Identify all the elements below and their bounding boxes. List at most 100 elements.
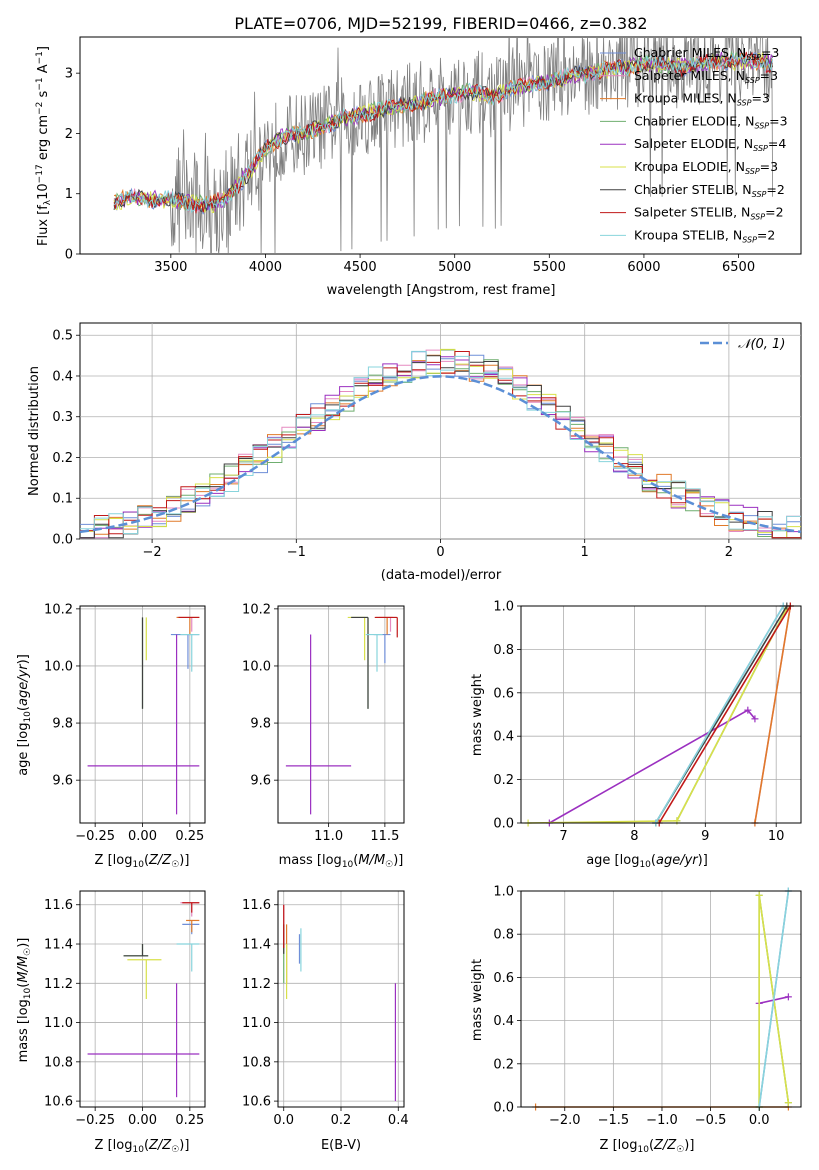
y-tick-label: 0.5 <box>52 329 73 344</box>
residuals-panel: −2 −1 0 1 2 0.0 0.1 0.2 0.3 0.4 0.5 𝒩(0, 1) (data-… <box>27 322 802 583</box>
x-tick-label: 0.0 <box>273 1113 294 1128</box>
series-line <box>658 605 792 824</box>
y-tick-label: 0.2 <box>52 451 73 466</box>
massweight-vs-metallicity-panel: −2.0 −1.5 −1.0 −0.5 0.0 0.0 0.2 0.4 0.6 0.8 1.0 <box>493 885 802 1128</box>
x-tick-label: 0.00 <box>128 829 157 844</box>
spectrum-ylabel: Flux [fλ10−17 erg cm−2 s−1 A−1] <box>35 46 53 246</box>
x-tick-label: 0.4 <box>388 1113 409 1128</box>
massweight-vs-age-panel: 7 8 9 10 0.0 0.2 0.4 0.6 0.8 1.0 <box>493 600 802 844</box>
y-tick-label: 0.8 <box>493 643 514 658</box>
x-tick-label: 10 <box>768 829 785 844</box>
model-line-salpeter-stelib <box>113 51 774 214</box>
spectrum-data-layer <box>113 37 774 254</box>
series-line <box>754 605 792 824</box>
residuals-ylabel: Normed distribution <box>27 366 42 496</box>
axes-frame <box>520 605 802 824</box>
x-tick-label: 7 <box>559 829 567 844</box>
y-tick-label: 0.6 <box>493 971 514 986</box>
y-tick-label: 11.2 <box>44 977 73 992</box>
legend-label: Salpeter ELODIE, NSSP=4 <box>634 136 786 153</box>
x-tick-label: 3500 <box>154 260 187 275</box>
y-tick-label: 11.0 <box>44 1016 73 1031</box>
x-tick-label: 4000 <box>249 260 282 275</box>
series-line <box>655 605 784 824</box>
spectrum-axes-frame <box>79 36 802 255</box>
massz-ylabel: mass [log10(M/M☉)] <box>16 938 33 1063</box>
y-tick-label: 10.0 <box>242 659 271 674</box>
y-tick-label: 11.4 <box>242 938 271 953</box>
x-tick-label: −1.5 <box>598 1113 630 1128</box>
y-tick-label: 0.0 <box>493 817 514 832</box>
massebv-xlabel: E(B-V) <box>321 1138 361 1153</box>
x-tick-label: 0.00 <box>128 1113 157 1128</box>
x-tick-label: 0.25 <box>175 829 204 844</box>
spectrum-legend: Chabrier MILES, NSSP=3 Salpeter MILES, NS… <box>600 45 788 244</box>
spectrum-panel: PLATE=0706, MJD=52199, FIBERID=0466, z=0… <box>35 14 802 298</box>
y-tick-label: 0.3 <box>52 410 73 425</box>
y-tick-label: 0.4 <box>52 369 73 384</box>
y-tick-label: 0.4 <box>493 730 514 745</box>
series-line <box>528 607 788 824</box>
y-tick-label: 11.2 <box>242 977 271 992</box>
y-tick-label: 0.4 <box>493 1014 514 1029</box>
y-tick-label: 9.6 <box>250 774 271 789</box>
x-tick-label: 0.25 <box>175 1113 204 1128</box>
x-tick-label: 4500 <box>344 260 377 275</box>
y-tick-label: 10.6 <box>44 1095 73 1110</box>
series-line <box>549 709 756 824</box>
mwage-xlabel: age [log10(age/yr)] <box>586 853 708 870</box>
x-tick-label: −2 <box>143 545 162 560</box>
legend-label: Kroupa STELIB, NSSP=2 <box>634 227 775 244</box>
gaussian-curve <box>79 375 802 534</box>
hist-kroupa-stelib <box>80 350 801 535</box>
x-tick-label: 6000 <box>627 260 660 275</box>
spectrum-xlabel: wavelength [Angstrom, rest frame] <box>327 283 556 298</box>
agez-xlabel: Z [log10(Z/Z☉)] <box>95 853 190 870</box>
series-line <box>758 890 790 1108</box>
legend-label: Chabrier MILES, NSSP=3 <box>634 45 779 62</box>
x-tick-label: 6500 <box>722 260 755 275</box>
y-tick-label: 0.0 <box>493 1101 514 1116</box>
x-tick-label: 9 <box>701 829 709 844</box>
y-tick-label: 1 <box>65 187 73 202</box>
legend-label: Salpeter STELIB, NSSP=2 <box>634 205 784 222</box>
y-tick-label: 9.8 <box>52 717 73 732</box>
y-tick-label: 11.6 <box>242 898 271 913</box>
mass-vs-ebv-panel: 0.0 0.2 0.4 10.6 10.8 11.0 11.2 11.4 11.6 <box>242 890 409 1128</box>
y-tick-label: 11.4 <box>44 938 73 953</box>
y-tick-label: 9.6 <box>52 774 73 789</box>
x-tick-label: 5000 <box>438 260 471 275</box>
y-tick-label: 1.0 <box>493 600 514 615</box>
y-tick-label: 10.2 <box>44 602 73 617</box>
y-tick-label: 10.8 <box>242 1055 271 1070</box>
data-layer <box>285 616 398 815</box>
axes-frame <box>520 890 802 1108</box>
y-tick-label: 0.0 <box>52 533 73 548</box>
x-tick-label: −0.5 <box>695 1113 727 1128</box>
legend-label: Salpeter MILES, NSSP=3 <box>634 68 778 85</box>
data-layer <box>87 616 200 815</box>
mass-vs-metallicity-panel: −0.25 0.00 0.25 10.6 10.8 11.0 11.2 11.4 11.6 <box>44 890 206 1128</box>
y-tick-label: 11.0 <box>242 1016 271 1031</box>
axes-frame <box>277 605 405 824</box>
y-tick-label: 0 <box>65 248 73 263</box>
y-tick-label: 10.8 <box>44 1055 73 1070</box>
mwz-ylabel: mass weight <box>470 959 485 1041</box>
age-vs-metallicity-panel: −0.25 0.00 0.25 9.6 9.8 10.0 10.2 <box>44 602 206 844</box>
y-tick-label: 1.0 <box>493 885 514 900</box>
residuals-legend: 𝒩(0, 1) <box>700 337 785 352</box>
y-tick-label: 0.2 <box>493 773 514 788</box>
x-tick-label: 1 <box>581 545 589 560</box>
y-tick-label: 10.2 <box>242 602 271 617</box>
x-tick-label: 0 <box>436 545 444 560</box>
y-tick-label: 3 <box>65 67 73 82</box>
legend-label: Chabrier STELIB, NSSP=2 <box>634 182 785 199</box>
x-tick-label: 0.0 <box>749 1113 770 1128</box>
x-tick-label: 8 <box>630 829 638 844</box>
y-tick-label: 9.8 <box>250 717 271 732</box>
residuals-histograms <box>79 348 802 539</box>
y-tick-label: 0.2 <box>493 1057 514 1072</box>
massz-xlabel: Z [log10(Z/Z☉)] <box>95 1138 190 1155</box>
data-layer <box>87 902 200 1098</box>
